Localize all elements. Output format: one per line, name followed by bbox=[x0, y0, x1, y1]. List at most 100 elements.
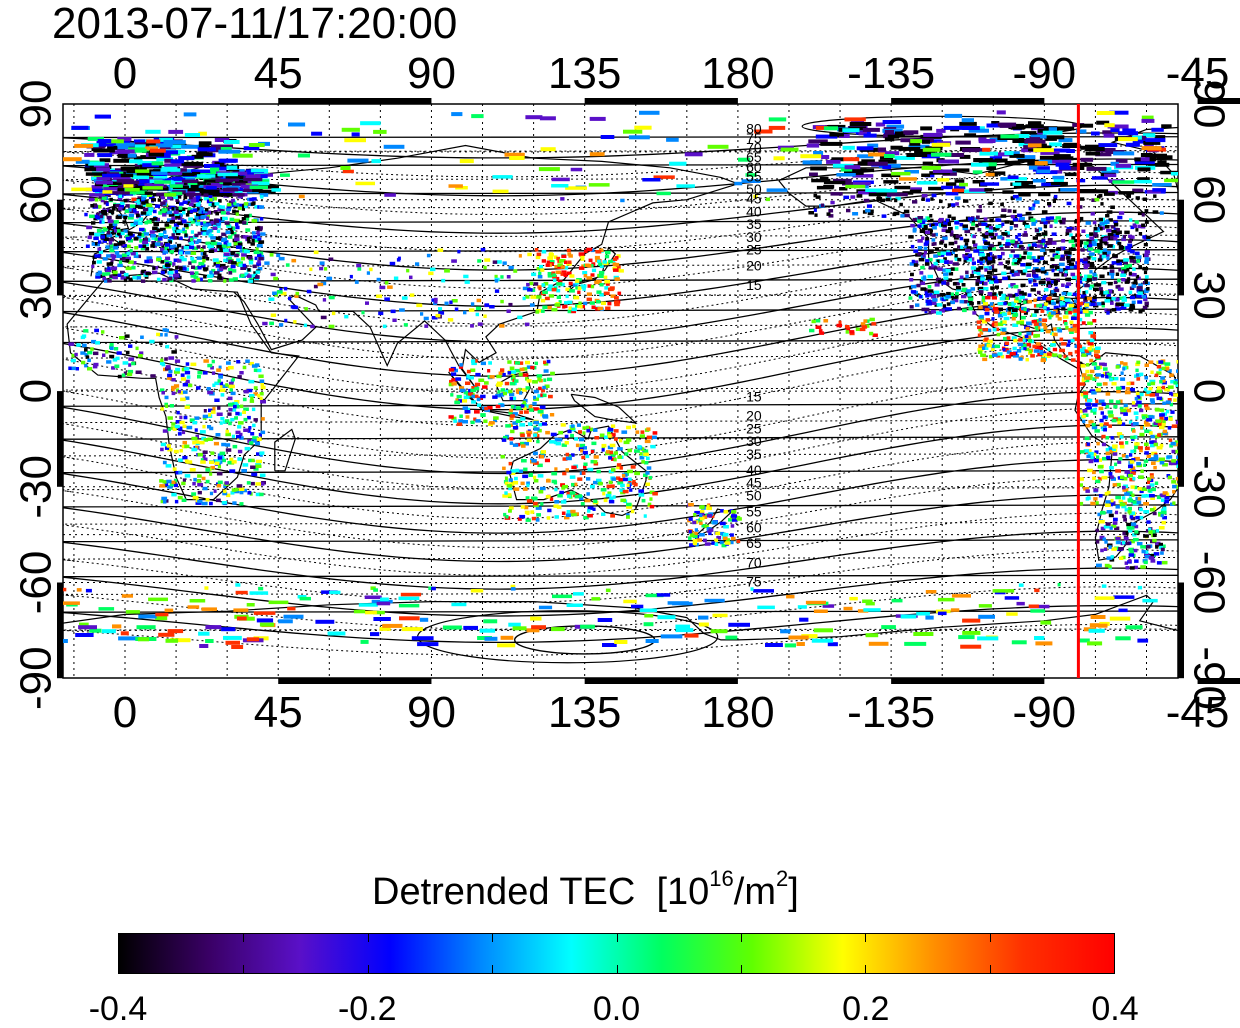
tec-point bbox=[221, 443, 226, 447]
tec-point bbox=[586, 276, 592, 280]
tec-point bbox=[257, 244, 263, 248]
tec-point bbox=[995, 218, 999, 222]
tec-point bbox=[1188, 421, 1192, 425]
tec-point bbox=[1215, 436, 1219, 440]
tec-point bbox=[587, 514, 593, 518]
tec-point bbox=[97, 229, 102, 233]
tec-point bbox=[1134, 279, 1138, 283]
tec-point bbox=[604, 276, 608, 280]
tec-point bbox=[571, 513, 577, 517]
tec-point bbox=[1098, 465, 1104, 469]
tec-point bbox=[1120, 503, 1126, 507]
tec-point bbox=[601, 302, 606, 306]
tec-point bbox=[253, 235, 257, 239]
tec-point bbox=[109, 238, 114, 242]
tec-point bbox=[1113, 237, 1117, 241]
tec-point bbox=[863, 128, 880, 132]
tec-point bbox=[1141, 488, 1147, 492]
tec-point bbox=[1125, 280, 1130, 284]
tec-point bbox=[1134, 180, 1152, 184]
tec-point bbox=[1066, 149, 1075, 153]
tec-point bbox=[1143, 464, 1146, 468]
tec-point bbox=[1041, 218, 1046, 222]
tec-point bbox=[100, 215, 103, 219]
tec-point bbox=[570, 491, 576, 495]
tec-point bbox=[1016, 124, 1024, 128]
tec-point bbox=[1160, 211, 1164, 215]
tec-point bbox=[260, 392, 264, 396]
tec-point bbox=[204, 193, 209, 197]
tec-point bbox=[1116, 164, 1131, 168]
tec-point bbox=[1046, 297, 1051, 301]
tec-point bbox=[1021, 316, 1026, 320]
tec-point bbox=[920, 282, 925, 286]
tec-point bbox=[186, 362, 190, 366]
tec-point bbox=[199, 441, 204, 445]
tec-point bbox=[457, 395, 462, 399]
tec-point bbox=[198, 491, 202, 495]
tec-point bbox=[1105, 214, 1109, 218]
tec-point bbox=[1060, 268, 1064, 272]
tec-point bbox=[1119, 245, 1123, 249]
tec-point bbox=[1099, 520, 1104, 524]
tec-point bbox=[1096, 529, 1100, 533]
tec-point bbox=[1040, 249, 1045, 253]
tec-point bbox=[1082, 420, 1085, 424]
tec-point bbox=[1131, 485, 1135, 489]
tec-point bbox=[556, 271, 562, 275]
tec-point bbox=[234, 416, 238, 420]
tec-point bbox=[526, 518, 531, 522]
tec-point bbox=[1127, 382, 1131, 386]
tec-point bbox=[1104, 540, 1107, 544]
tec-point bbox=[602, 448, 605, 452]
tec-point bbox=[160, 407, 164, 411]
tec-point bbox=[255, 227, 260, 231]
tec-point bbox=[133, 176, 150, 180]
tec-point bbox=[102, 277, 106, 281]
tec-point bbox=[1051, 302, 1056, 306]
tec-point bbox=[1129, 272, 1132, 276]
tec-point bbox=[582, 426, 586, 430]
tec-point bbox=[1028, 339, 1032, 343]
tec-point bbox=[536, 256, 541, 260]
tec-point bbox=[195, 271, 199, 275]
tec-point bbox=[152, 161, 164, 165]
tec-point bbox=[245, 447, 251, 451]
tec-point bbox=[1106, 256, 1109, 260]
tec-point bbox=[960, 237, 964, 241]
tec-point bbox=[225, 383, 228, 387]
tec-point bbox=[107, 267, 110, 271]
tec-point bbox=[588, 468, 594, 472]
tec-point bbox=[1231, 426, 1234, 430]
tec-point bbox=[1066, 256, 1070, 260]
tec-point bbox=[129, 214, 134, 218]
tec-point bbox=[200, 430, 206, 434]
tec-point bbox=[1137, 286, 1143, 290]
tec-point bbox=[1160, 376, 1165, 380]
tec-point bbox=[1088, 347, 1092, 351]
tec-point bbox=[1145, 250, 1150, 254]
tec-point bbox=[606, 450, 610, 454]
tec-point bbox=[96, 273, 101, 277]
tec-point bbox=[931, 310, 936, 314]
tec-point bbox=[954, 221, 959, 225]
tec-point bbox=[149, 259, 153, 263]
tec-point bbox=[1166, 400, 1171, 404]
tec-point bbox=[1105, 504, 1111, 508]
tec-point bbox=[170, 245, 173, 249]
tec-point bbox=[160, 359, 163, 363]
tec-point bbox=[217, 472, 223, 476]
tec-point bbox=[119, 195, 123, 199]
tec-point bbox=[1161, 124, 1171, 128]
tec-point bbox=[483, 420, 487, 424]
tec-point bbox=[1094, 249, 1100, 253]
tec-point bbox=[116, 255, 122, 259]
tec-point bbox=[1103, 382, 1108, 386]
tec-point bbox=[978, 306, 982, 310]
tec-point bbox=[619, 439, 622, 443]
tec-point bbox=[1127, 244, 1132, 248]
tec-point bbox=[239, 371, 243, 375]
tec-point bbox=[646, 457, 650, 461]
tec-point bbox=[587, 509, 590, 513]
tec-point bbox=[572, 308, 577, 312]
